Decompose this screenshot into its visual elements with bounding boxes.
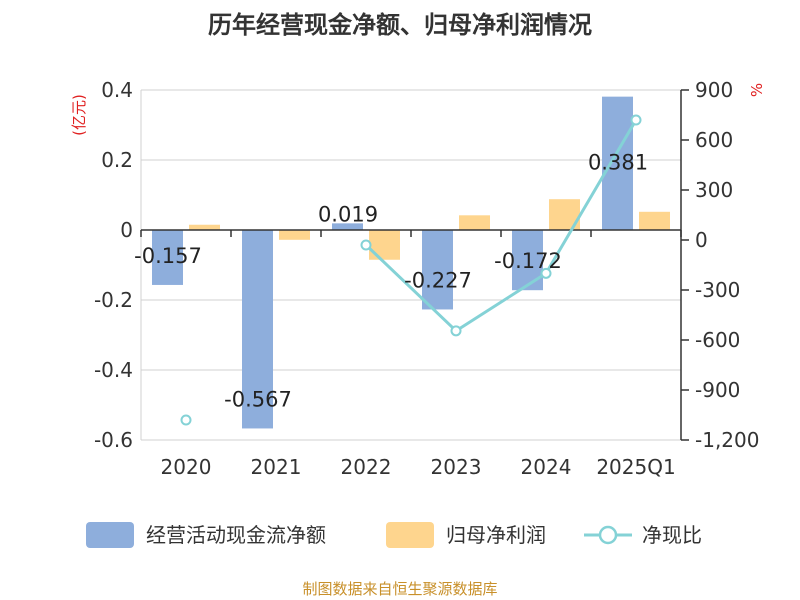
data-label-cashflow: -0.172 (494, 249, 562, 273)
bar-cashflow (332, 223, 363, 230)
bar-cashflow (152, 230, 183, 285)
chart-title: 历年经营现金净额、归母净利润情况 (208, 11, 592, 39)
right-axis: 900 600 300 0 -300 -600 -900 -1,200 (680, 78, 759, 452)
bars (152, 96, 670, 429)
bar-profit (189, 224, 220, 230)
x-tick-label: 2022 (341, 455, 392, 479)
right-tick-label: -300 (695, 278, 740, 302)
right-tick-label: -1,200 (695, 428, 759, 452)
right-tick-label: -600 (695, 328, 740, 352)
data-label-cashflow: 0.019 (318, 202, 378, 226)
data-label-cashflow: -0.157 (134, 244, 202, 268)
right-tick-label: 300 (695, 178, 733, 202)
legend-swatch-profit (386, 522, 434, 548)
bar-profit (279, 230, 310, 240)
left-tick-label: 0 (120, 218, 133, 242)
x-tick-label: 2023 (431, 455, 482, 479)
bar-cashflow (602, 96, 633, 231)
ratio-segment (454, 271, 548, 333)
right-tick-label: -900 (695, 378, 740, 402)
right-tick-label: 600 (695, 128, 733, 152)
left-tick-label: -0.2 (94, 288, 133, 312)
data-labels: -0.157 -0.567 0.019 -0.227 -0.172 0.381 (134, 151, 648, 412)
left-axis-unit: (亿元) (70, 94, 88, 136)
x-tick-label: 2025Q1 (596, 455, 675, 479)
data-label-cashflow: 0.381 (588, 151, 648, 175)
x-tick-label: 2020 (161, 455, 212, 479)
bar-cashflow (242, 230, 273, 429)
x-axis: 2020 2021 2022 2023 2024 2025Q1 (140, 229, 682, 479)
ratio-point (360, 239, 372, 251)
data-label-cashflow: -0.567 (224, 387, 292, 411)
legend-label-cashflow: 经营活动现金流净额 (146, 523, 326, 547)
right-tick-label: 900 (695, 78, 733, 102)
left-tick-label: 0.2 (101, 148, 133, 172)
right-tick-label: 0 (695, 228, 708, 252)
bar-profit (639, 211, 670, 230)
ratio-point (630, 114, 642, 126)
gridlines (141, 89, 681, 441)
bar-profit (369, 230, 400, 260)
x-tick-label: 2024 (521, 455, 572, 479)
legend-swatch-cashflow (86, 522, 134, 548)
bar-cashflow (422, 230, 453, 310)
left-tick-label: -0.6 (94, 428, 133, 452)
left-tick-label: 0.4 (101, 78, 133, 102)
ratio-point (540, 267, 552, 279)
legend-label-ratio: 净现比 (642, 523, 702, 547)
bar-profit (459, 215, 490, 230)
data-label-cashflow: -0.227 (404, 268, 472, 292)
right-axis-unit: % (748, 83, 766, 97)
left-tick-label: -0.4 (94, 358, 133, 382)
ratio-point (450, 325, 462, 337)
ratio-line (180, 114, 642, 426)
left-axis: 0.4 0.2 0 -0.2 -0.4 -0.6 (94, 78, 142, 452)
ratio-point (180, 414, 192, 426)
legend-label-profit: 归母净利润 (446, 523, 546, 547)
legend: 经营活动现金流净额 归母净利润 净现比 (86, 522, 702, 548)
ratio-segment (544, 118, 638, 275)
source-note: 制图数据来自恒生聚源数据库 (302, 580, 497, 598)
legend-marker-ratio (598, 525, 618, 545)
ratio-segment (364, 243, 458, 333)
x-tick-label: 2021 (251, 455, 302, 479)
